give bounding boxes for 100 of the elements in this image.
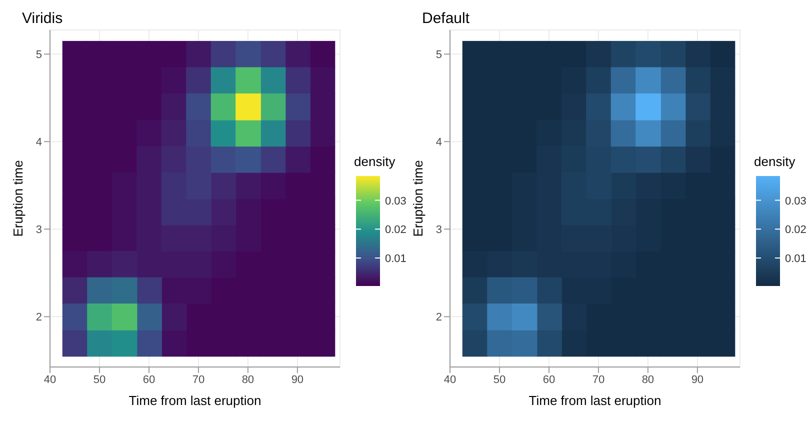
point <box>186 93 212 120</box>
point <box>210 224 236 252</box>
point <box>660 93 686 120</box>
y-tick-label: 2 <box>436 312 442 324</box>
point <box>210 198 236 226</box>
point <box>462 330 488 357</box>
y-axis-title: Eruption time <box>10 160 26 237</box>
point <box>260 40 286 68</box>
point <box>260 146 286 173</box>
x-tick-label: 80 <box>242 374 254 386</box>
point <box>710 146 736 173</box>
y-tick-label: 5 <box>36 48 42 61</box>
point <box>87 304 112 330</box>
point <box>610 40 636 68</box>
point <box>685 93 710 120</box>
point <box>512 277 538 304</box>
point <box>136 146 162 173</box>
point <box>685 40 710 68</box>
x-tick-label: 90 <box>291 374 304 386</box>
point <box>536 277 562 304</box>
x-axis-title: Time from last eruption <box>128 393 262 408</box>
y-tick-label: 3 <box>436 224 442 236</box>
point <box>710 40 736 68</box>
point <box>512 330 538 357</box>
point <box>512 304 538 330</box>
point <box>561 120 587 147</box>
point <box>310 120 336 147</box>
chart-title: Default <box>422 10 470 27</box>
point <box>161 172 187 200</box>
point <box>561 40 587 68</box>
x-tick-label: 50 <box>493 374 506 386</box>
x-tick-label: 40 <box>444 374 456 386</box>
point <box>710 120 736 147</box>
point <box>586 120 612 147</box>
x-tick-label: 70 <box>592 374 605 386</box>
point <box>236 146 261 173</box>
point <box>161 40 187 68</box>
point <box>87 330 112 357</box>
point <box>586 40 612 68</box>
point <box>636 120 661 147</box>
point <box>210 172 236 200</box>
point <box>561 67 587 94</box>
point <box>610 93 636 120</box>
point <box>536 304 562 330</box>
chart-title: Viridis <box>22 10 63 27</box>
point <box>636 40 661 68</box>
point <box>112 224 138 252</box>
color-bar-title: density <box>354 154 396 169</box>
point <box>610 224 636 252</box>
y-tick-label: 5 <box>436 48 442 61</box>
point <box>186 198 212 226</box>
point <box>186 67 212 94</box>
color-bar-label: 0.01 <box>385 252 406 265</box>
point <box>610 67 636 94</box>
point <box>161 304 187 330</box>
x-axis-title: Time from last eruption <box>528 393 662 408</box>
point <box>462 251 488 278</box>
point <box>487 277 512 304</box>
point <box>260 172 286 200</box>
point <box>161 277 187 304</box>
point <box>285 146 310 173</box>
point <box>660 172 686 200</box>
point <box>561 146 587 173</box>
point <box>660 120 686 147</box>
point <box>610 120 636 147</box>
point <box>685 146 710 173</box>
point <box>136 120 162 147</box>
point <box>236 172 261 200</box>
point <box>710 67 736 94</box>
x-tick-label: 70 <box>192 374 205 386</box>
point <box>186 146 212 173</box>
x-tick-label: 90 <box>691 374 704 386</box>
point <box>586 146 612 173</box>
point <box>685 120 710 147</box>
point <box>462 277 488 304</box>
point <box>636 146 661 173</box>
point <box>186 251 212 278</box>
point <box>610 146 636 173</box>
y-tick-label: 3 <box>36 224 42 236</box>
color-bar-title: density <box>754 154 796 169</box>
point <box>62 304 88 330</box>
point <box>260 93 286 120</box>
point <box>487 251 512 278</box>
x-tick-label: 50 <box>93 374 106 386</box>
point <box>236 198 261 226</box>
point <box>161 93 187 120</box>
point <box>62 330 88 357</box>
point <box>161 120 187 147</box>
point <box>285 40 310 68</box>
point <box>636 67 661 94</box>
point <box>512 251 538 278</box>
point <box>236 67 261 94</box>
point <box>260 67 286 94</box>
point <box>62 251 88 278</box>
point <box>685 67 710 94</box>
x-tick-label: 40 <box>44 374 56 386</box>
point <box>636 172 661 200</box>
y-tick-label: 4 <box>36 136 42 149</box>
point <box>87 277 112 304</box>
point <box>310 67 336 94</box>
